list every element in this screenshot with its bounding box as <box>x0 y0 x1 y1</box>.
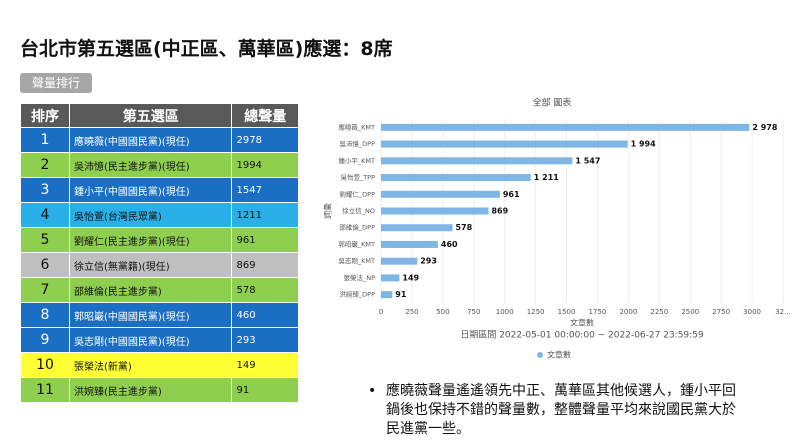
table-cell: 張榮法(新黨) <box>68 352 233 378</box>
data-label: 91 <box>395 290 407 299</box>
data-label: 1 547 <box>575 156 600 165</box>
data-label: 869 <box>491 207 508 216</box>
table-cell: 869 <box>231 252 299 278</box>
bar <box>381 291 393 299</box>
rank-cell: 5 <box>20 227 70 253</box>
bar <box>381 157 573 165</box>
x-tick-label: 500 <box>436 308 449 316</box>
y-tick-label: 劉耀仁_DPP <box>339 189 375 198</box>
x-tick-label: 2250 <box>650 308 668 316</box>
data-label: 149 <box>402 273 419 282</box>
table-row: 9 吳志剛(中國國民黨)(現任) 293 <box>20 327 299 353</box>
bar <box>381 207 489 215</box>
table-cell: 91 <box>231 377 299 403</box>
y-tick-label: 郭昭巖_KMT <box>338 239 375 248</box>
ranking-table: 排序 第五選區 總聲量 1 應曉薇(中國國民黨)(現任) 2978 2 吳沛憶(民主進步黨)(… <box>20 103 299 403</box>
table-cell: 郭昭巖(中國國民黨)(現任) <box>68 302 233 328</box>
y-tick-label: 徐立信_NO <box>342 206 375 215</box>
table-cell: 1994 <box>231 152 299 178</box>
table-row: 6 徐立信(無黨籍)(現任) 869 <box>20 252 299 278</box>
y-tick-label: 吳怡萱_TPP <box>340 173 375 182</box>
table-row: 8 郭昭巖(中國國民黨)(現任) 460 <box>20 302 299 328</box>
rank-cell: 1 <box>20 127 70 153</box>
table-cell: 293 <box>231 327 299 353</box>
x-tick-label: 0 <box>379 308 383 316</box>
data-label: 1 994 <box>631 140 656 149</box>
x-axis-label: 文章數 <box>570 318 594 328</box>
bar <box>381 140 628 148</box>
bar <box>381 123 750 131</box>
table-cell: 徐立信(無黨籍)(現任) <box>68 252 233 278</box>
rank-cell: 6 <box>20 252 70 278</box>
table-row: 4 吳怡萱(台灣民眾黨) 1211 <box>20 202 299 228</box>
data-label: 460 <box>441 240 458 249</box>
bullet-text: 應曉薇聲量遙遙領先中正、萬華區其他候選人，鍾小平回鍋後也保持不錯的聲量數，整體聲… <box>368 382 741 439</box>
rank-cell: 2 <box>20 152 70 178</box>
y-tick-label: 邵維倫_DPP <box>339 223 375 232</box>
legend-label: 文章數 <box>547 350 571 360</box>
x-tick-label: 250 <box>405 308 418 316</box>
bar <box>381 224 453 232</box>
x-tick-label: 2000 <box>619 308 637 316</box>
data-label: 578 <box>455 223 472 232</box>
rank-cell: 9 <box>20 327 70 353</box>
x-tick-label: 2750 <box>712 308 730 316</box>
y-tick-label: 吳志剛_KMT <box>338 256 375 265</box>
x-tick-label: 750 <box>467 308 480 316</box>
x-tick-label: 32... <box>775 308 791 316</box>
bar <box>381 190 500 198</box>
y-tick-label: 張榮法_NP <box>343 273 375 282</box>
y-tick-label: 鍾小平_KMT <box>338 156 375 165</box>
table-header: 排序 <box>20 103 70 128</box>
legend-marker <box>537 352 543 358</box>
x-tick-label: 2500 <box>681 308 699 316</box>
rank-cell: 3 <box>20 177 70 203</box>
page-title: 台北市第五選區(中正區、萬華區)應選：8席 <box>20 38 393 60</box>
data-label: 293 <box>420 257 437 266</box>
bar <box>381 174 531 182</box>
x-tick-label: 3000 <box>743 308 761 316</box>
table-cell: 洪婉臻(民主進步黨) <box>68 377 233 403</box>
y-tick-label: 吳沛憶_DPP <box>339 139 375 148</box>
chart-title: 全部 圖表 <box>533 97 572 109</box>
table-header: 總聲量 <box>231 103 299 128</box>
subtitle: 日期區間 2022-05-01 00:00:00 ~ 2022-06-27 23… <box>460 330 704 341</box>
table-cell: 460 <box>231 302 299 328</box>
x-tick-label: 1500 <box>558 308 576 316</box>
y-axis-label: 詞彙 <box>323 203 333 219</box>
table-cell: 961 <box>231 227 299 253</box>
x-tick-label: 1000 <box>496 308 514 316</box>
rank-cell: 11 <box>20 377 70 403</box>
table-row: 1 應曉薇(中國國民黨)(現任) 2978 <box>20 127 299 153</box>
y-tick-label: 應曉薇_KMT <box>338 122 375 131</box>
table-row: 10 張榮法(新黨) 149 <box>20 352 299 378</box>
rank-cell: 10 <box>20 352 70 378</box>
table-header: 第五選區 <box>68 103 233 128</box>
x-tick-label: 1750 <box>589 308 607 316</box>
table-cell: 吳怡萱(台灣民眾黨) <box>68 202 233 228</box>
table-row: 11 洪婉臻(民主進步黨) 91 <box>20 377 299 403</box>
bar <box>381 274 400 282</box>
table-cell: 應曉薇(中國國民黨)(現任) <box>68 127 233 153</box>
table-row: 5 劉耀仁(民主進步黨)(現任) 961 <box>20 227 299 253</box>
y-tick-label: 洪婉臻_DPP <box>339 290 375 299</box>
data-label: 1 211 <box>534 173 559 182</box>
data-label: 2 978 <box>752 123 777 132</box>
tab[interactable]: 聲量排行 <box>20 73 92 93</box>
data-label: 961 <box>503 190 520 199</box>
table-row: 2 吳沛憶(民主進步黨)(現任) 1994 <box>20 152 299 178</box>
bar <box>381 240 438 248</box>
bar <box>381 257 418 265</box>
x-tick-label: 1250 <box>527 308 545 316</box>
